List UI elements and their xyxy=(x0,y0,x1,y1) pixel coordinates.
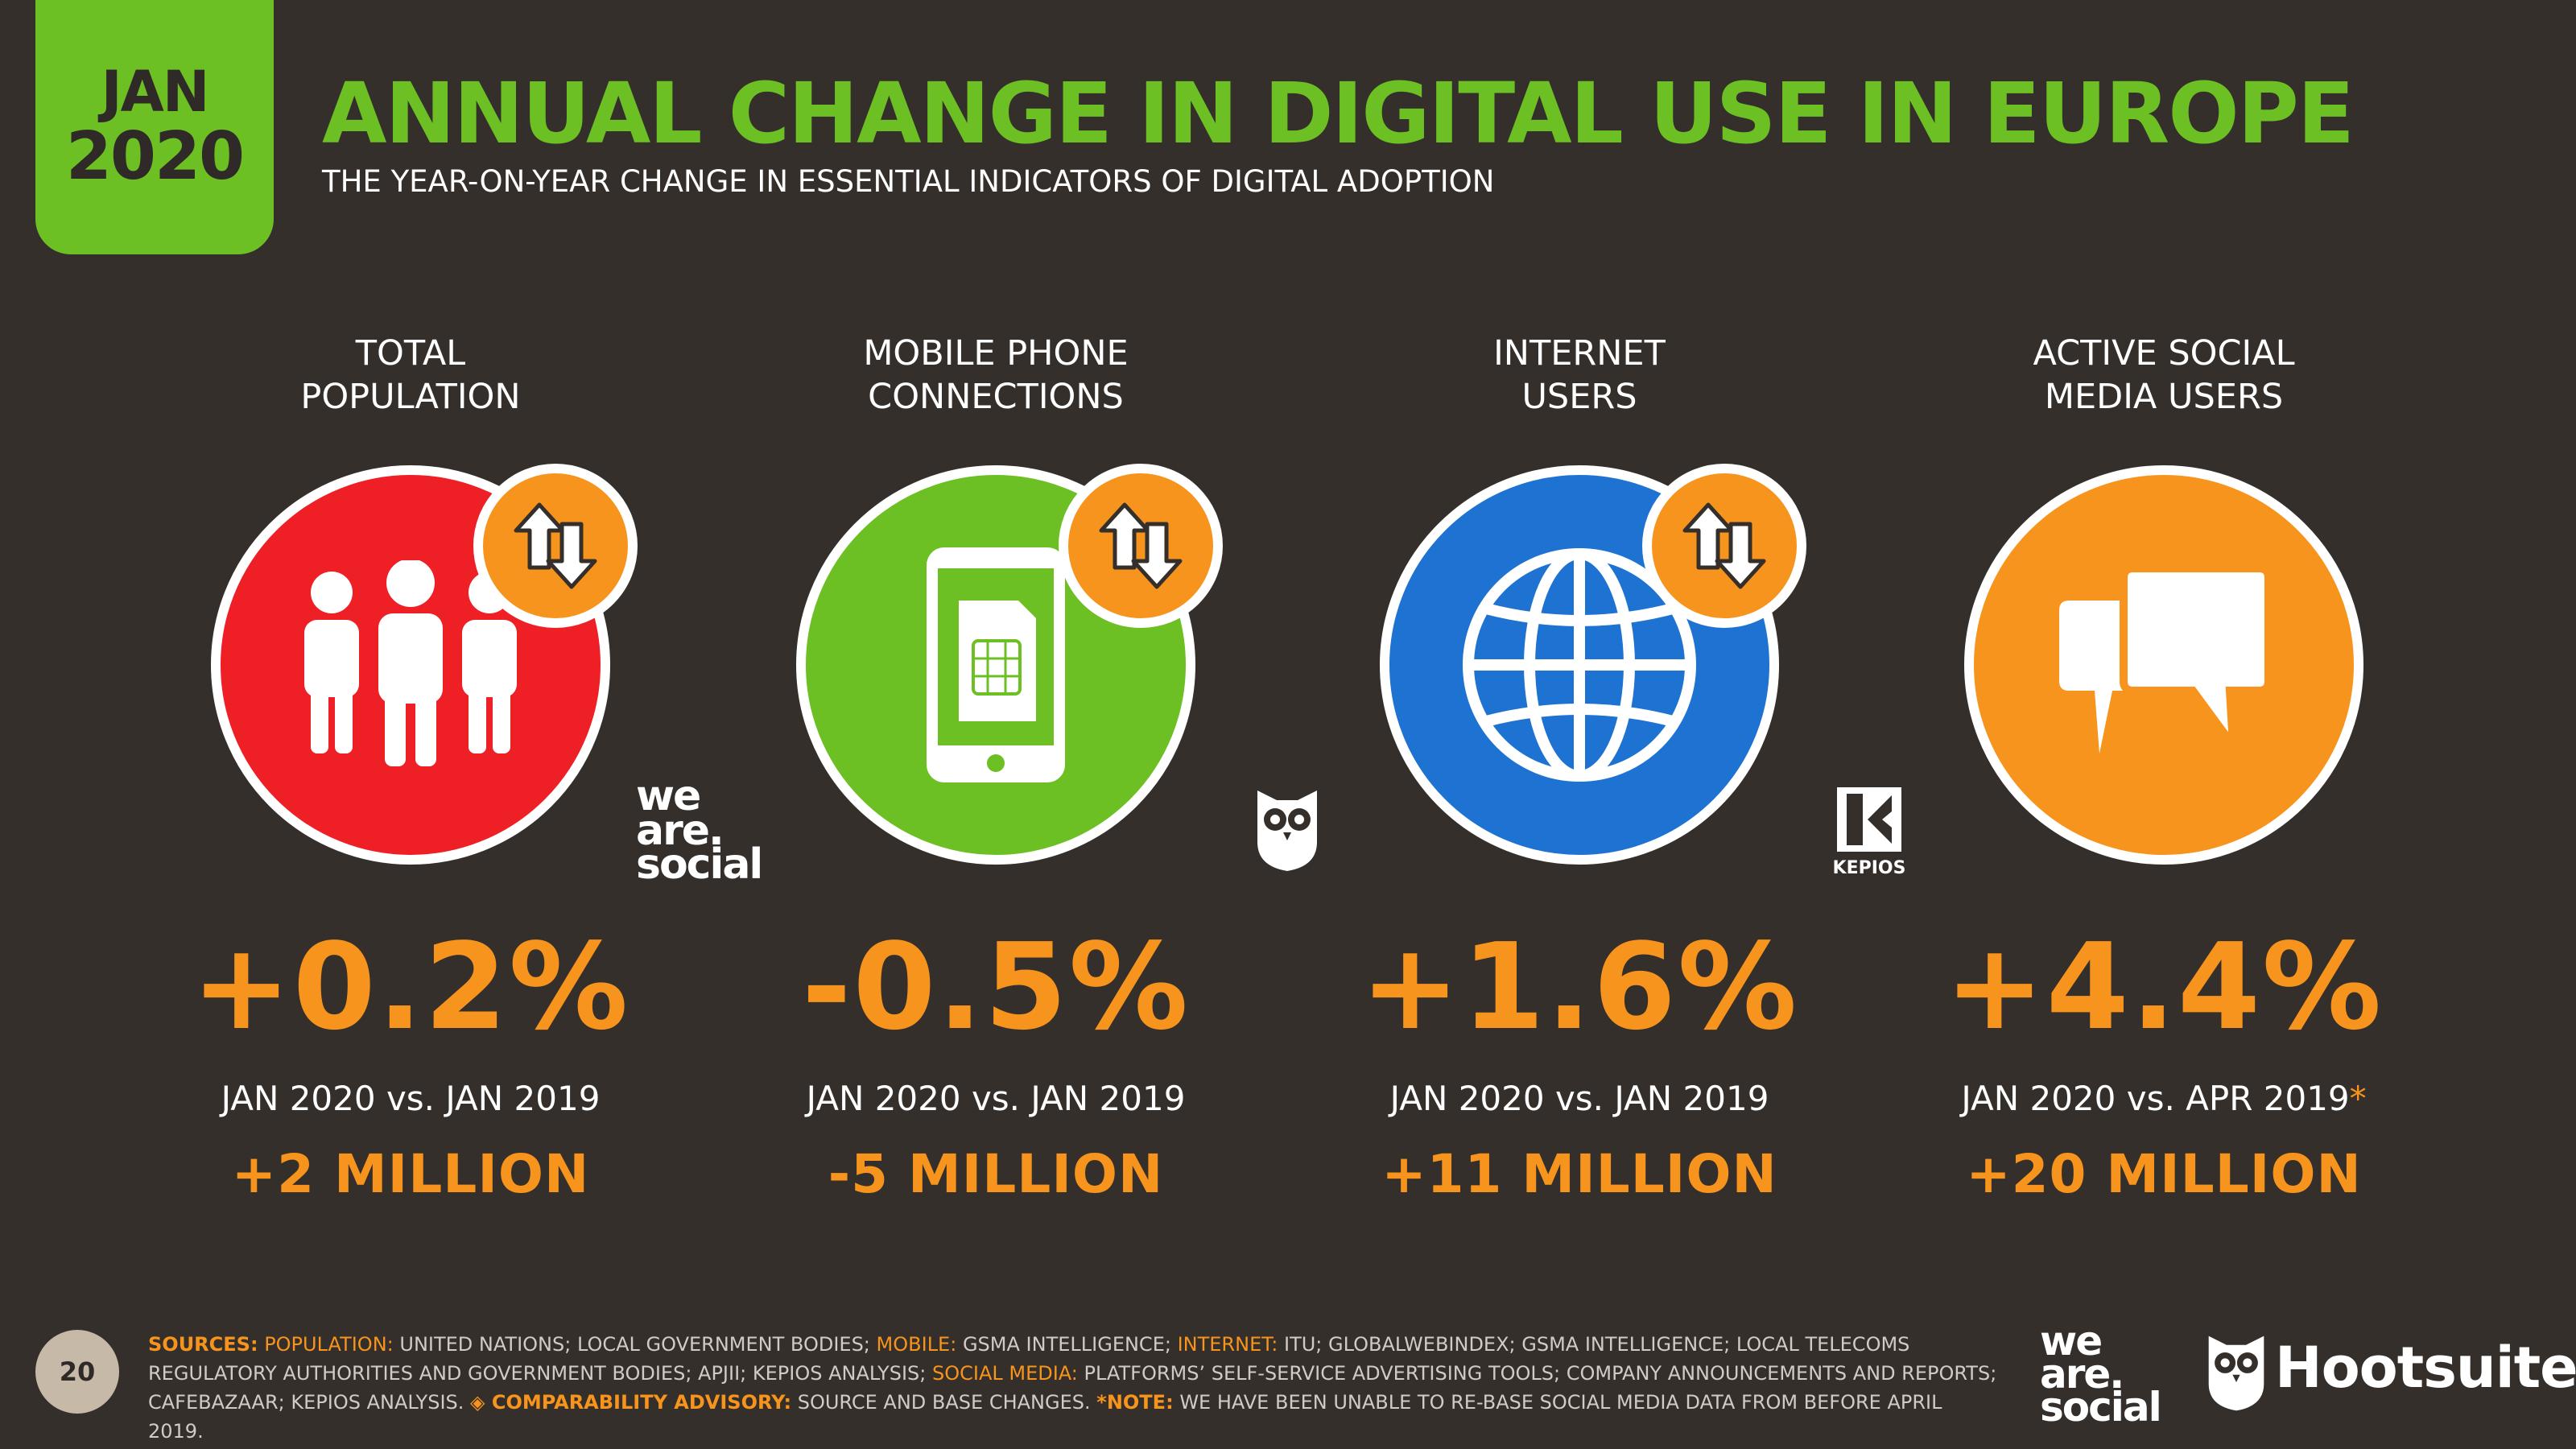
mobile-absolute-change: -5 MILLION xyxy=(828,1143,1164,1205)
we-are-social-logo: we are. social xyxy=(636,772,763,890)
indicator-label-population: TOTAL POPULATION xyxy=(300,333,521,417)
population-change-badge xyxy=(473,464,638,628)
population-period: JAN 2020 vs. JAN 2019 xyxy=(221,1079,601,1118)
social-absolute-change: +20 MILLION xyxy=(1966,1143,2362,1205)
internet-change-badge xyxy=(1642,464,1806,628)
indicator-label-social: ACTIVE SOCIAL MEDIA USERS xyxy=(2033,333,2295,417)
mobile-change-value: -0.5% xyxy=(802,918,1190,1056)
population-absolute-change: +2 MILLION xyxy=(231,1143,590,1205)
social-circle xyxy=(1964,465,2363,865)
mobile-change-badge xyxy=(1059,464,1223,628)
hootsuite-logo-text: Hootsuite xyxy=(2275,1335,2576,1401)
kepios-mark-icon xyxy=(1837,787,1901,852)
hootsuite-owl-icon xyxy=(1257,791,1317,871)
internet-change-value: +1.6% xyxy=(1360,918,1799,1056)
mobile-period: JAN 2020 vs. JAN 2019 xyxy=(806,1079,1186,1118)
date-badge: JAN 2020 xyxy=(35,0,274,254)
chat-bubbles-icon xyxy=(2059,564,2273,759)
up-down-arrows-icon xyxy=(514,502,597,589)
page-number: 20 xyxy=(35,1330,119,1414)
mobile-phone-icon xyxy=(927,547,1065,782)
up-down-arrows-icon xyxy=(1099,502,1183,589)
indicator-label-mobile: MOBILE PHONE CONNECTIONS xyxy=(863,333,1129,417)
indicator-label-internet: INTERNET USERS xyxy=(1493,333,1666,417)
hootsuite-owl-icon xyxy=(2208,1335,2264,1411)
note-asterisk: * xyxy=(2349,1079,2367,1118)
population-change-value: +0.2% xyxy=(191,918,630,1056)
internet-absolute-change: +11 MILLION xyxy=(1381,1143,1777,1205)
page-title: ANNUAL CHANGE IN DIGITAL USE IN EUROPE xyxy=(322,64,2355,163)
sources-footnote: SOURCES: POPULATION: UNITED NATIONS; LOC… xyxy=(148,1333,1997,1443)
we-are-social-footer-logo: we are. social xyxy=(2040,1318,2162,1430)
kepios-logo: KEPIOS xyxy=(1829,786,1909,878)
globe-icon xyxy=(1463,548,1696,782)
social-period: JAN 2020 vs. APR 2019* xyxy=(1961,1079,2367,1118)
date-year: 2020 xyxy=(65,118,245,195)
up-down-arrows-icon xyxy=(1682,502,1766,589)
internet-period: JAN 2020 vs. JAN 2019 xyxy=(1389,1079,1769,1118)
social-change-value: +4.4% xyxy=(1944,918,2384,1056)
date-month: JAN xyxy=(101,59,210,126)
page-subtitle: THE YEAR-ON-YEAR CHANGE IN ESSENTIAL IND… xyxy=(322,164,1495,199)
